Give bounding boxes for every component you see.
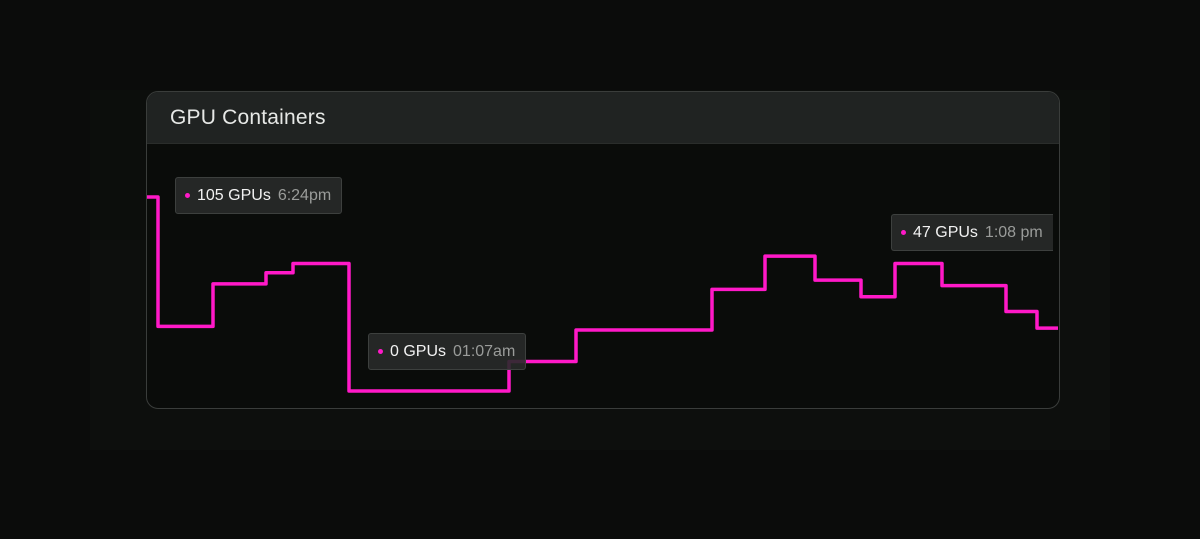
series-dot-icon [901,230,906,235]
series-dot-icon [378,349,383,354]
card-header: GPU Containers [147,92,1059,144]
annotation-time: 6:24pm [277,186,332,204]
series-line [147,195,1058,393]
annotation-value: 105 GPUs [197,186,271,204]
annotation-time: 1:08 pm [984,223,1043,241]
card-title: GPU Containers [170,105,326,129]
annotation-value: 47 GPUs [913,223,978,241]
annotation-value: 0 GPUs [390,342,447,360]
annotation-min: 0 GPUs 01:07am [368,333,527,370]
series-dot-icon [185,193,190,198]
annotation-time: 01:07am [453,342,516,360]
annotation-peak: 105 GPUs 6:24pm [175,177,343,214]
annotation-current: 47 GPUs 1:08 pm [891,214,1053,251]
